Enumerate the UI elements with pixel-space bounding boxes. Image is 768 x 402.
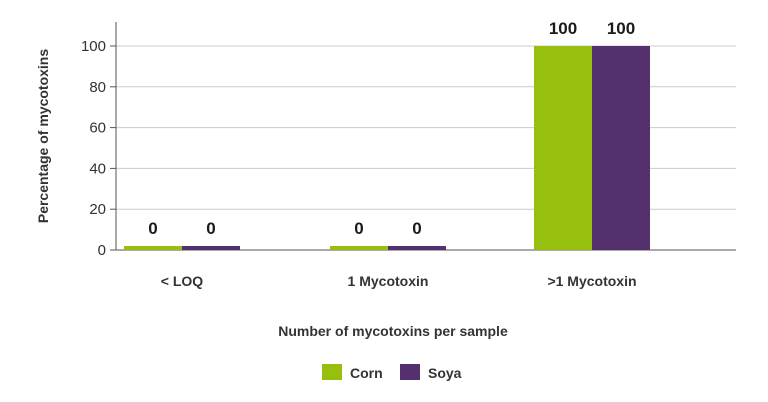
x-category-label: 1 Mycotoxin xyxy=(348,273,429,289)
data-label-soya-1: 0 xyxy=(412,219,421,238)
legend-label-corn: Corn xyxy=(350,365,383,381)
y-tick-label: 100 xyxy=(81,38,106,55)
bar-corn-0 xyxy=(124,246,182,250)
bar-corn-2 xyxy=(534,46,592,250)
x-category-label: < LOQ xyxy=(161,273,204,289)
x-category-label: >1 Mycotoxin xyxy=(547,273,636,289)
legend: Corn Soya xyxy=(322,364,462,381)
bars xyxy=(124,46,650,250)
y-tick-label: 40 xyxy=(89,160,106,177)
bar-corn-1 xyxy=(330,246,388,250)
data-label-corn-1: 0 xyxy=(354,219,363,238)
legend-label-soya: Soya xyxy=(428,365,462,381)
y-tick-label: 0 xyxy=(98,242,106,259)
data-label-corn-2: 100 xyxy=(549,19,577,38)
y-tick-label: 20 xyxy=(89,201,106,218)
x-axis-title: Number of mycotoxins per sample xyxy=(278,323,508,339)
y-tick-label: 80 xyxy=(89,79,106,96)
y-axis-ticks: 0 20 40 60 80 100 xyxy=(81,38,116,259)
bar-soya-2 xyxy=(592,46,650,250)
x-axis-categories: < LOQ 1 Mycotoxin >1 Mycotoxin xyxy=(161,273,637,289)
bar-soya-1 xyxy=(388,246,446,250)
bar-soya-0 xyxy=(182,246,240,250)
data-label-soya-0: 0 xyxy=(206,219,215,238)
legend-swatch-soya xyxy=(400,364,420,380)
legend-swatch-corn xyxy=(322,364,342,380)
y-tick-label: 60 xyxy=(89,120,106,137)
y-axis-title: Percentage of mycotoxins xyxy=(35,49,51,223)
data-label-soya-2: 100 xyxy=(607,19,635,38)
data-label-corn-0: 0 xyxy=(148,219,157,238)
data-labels: 0 0 0 0 100 100 xyxy=(148,19,635,238)
